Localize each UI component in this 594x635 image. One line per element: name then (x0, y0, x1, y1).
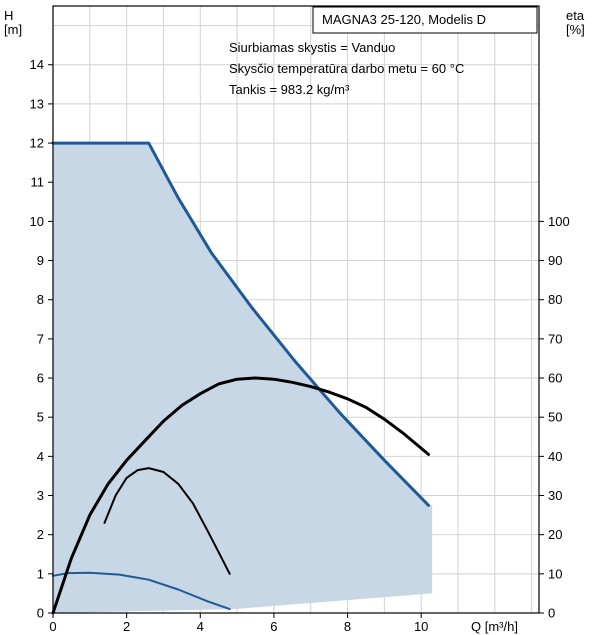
annotation-temperature: Skysčio temperatūra darbo metu = 60 °C (229, 61, 464, 76)
plot-frame (52, 5, 540, 614)
y-tick-label: 12 (30, 136, 44, 151)
y2-tick-label: 20 (548, 527, 562, 542)
y-tick-label: 5 (37, 410, 44, 425)
x-tick-label: 4 (197, 619, 204, 634)
y2-tick-label: 30 (548, 488, 562, 503)
y-axis-label: H [m] (4, 8, 22, 37)
y-tick-label: 7 (37, 331, 44, 346)
y2-tick-label: 80 (548, 292, 562, 307)
y-tick-label: 6 (37, 371, 44, 386)
y-tick-label: 2 (37, 527, 44, 542)
y2-tick-label: 50 (548, 410, 562, 425)
x-tick-label: 0 (49, 619, 56, 634)
y2-tick-label: 90 (548, 253, 562, 268)
title-box: MAGNA3 25-120, Modelis D (312, 6, 538, 34)
y2-tick-label: 100 (548, 214, 570, 229)
y-tick-label: 8 (37, 292, 44, 307)
y-tick-label: 13 (30, 96, 44, 111)
y2-tick-label: 10 (548, 566, 562, 581)
x-axis-label: Q [m³/h] (471, 619, 518, 634)
chart-title: MAGNA3 25-120, Modelis D (322, 12, 486, 27)
y2-tick-label: 60 (548, 371, 562, 386)
curves (51, 141, 430, 615)
y2-tick-label: 70 (548, 331, 562, 346)
max-curve (51, 141, 430, 507)
y2-tick-label: 0 (548, 606, 555, 621)
tick-labels: 0 2 4 6 8 10012345678910111213140102030405060… (30, 57, 570, 634)
annotation-fluid: Siurbiamas skystis = Vanduo (229, 40, 395, 55)
x-tick-label: 6 (270, 619, 277, 634)
eta-curve-min (103, 467, 231, 575)
annotation-density: Tankis = 983.2 kg/m³ (229, 82, 350, 97)
y-tick-label: 0 (37, 606, 44, 621)
y-tick-label: 14 (30, 57, 44, 72)
y-tick-label: 3 (37, 488, 44, 503)
min-curve (52, 571, 231, 611)
y-tick-label: 11 (31, 175, 45, 190)
y2-tick-label: 40 (548, 449, 562, 464)
y-tick-label: 1 (37, 566, 44, 581)
y-tick-label: 4 (37, 449, 44, 464)
x-tick-label: 2 (123, 619, 130, 634)
y-tick-label: 9 (37, 253, 44, 268)
plot-border (52, 5, 540, 614)
y-tick-label: 10 (30, 214, 44, 229)
x-tick-label: 8 (344, 619, 351, 634)
y2-axis-label: eta [%] (566, 8, 585, 37)
x-tick-label: 10 (414, 619, 428, 634)
eta-curve-max (51, 376, 430, 615)
